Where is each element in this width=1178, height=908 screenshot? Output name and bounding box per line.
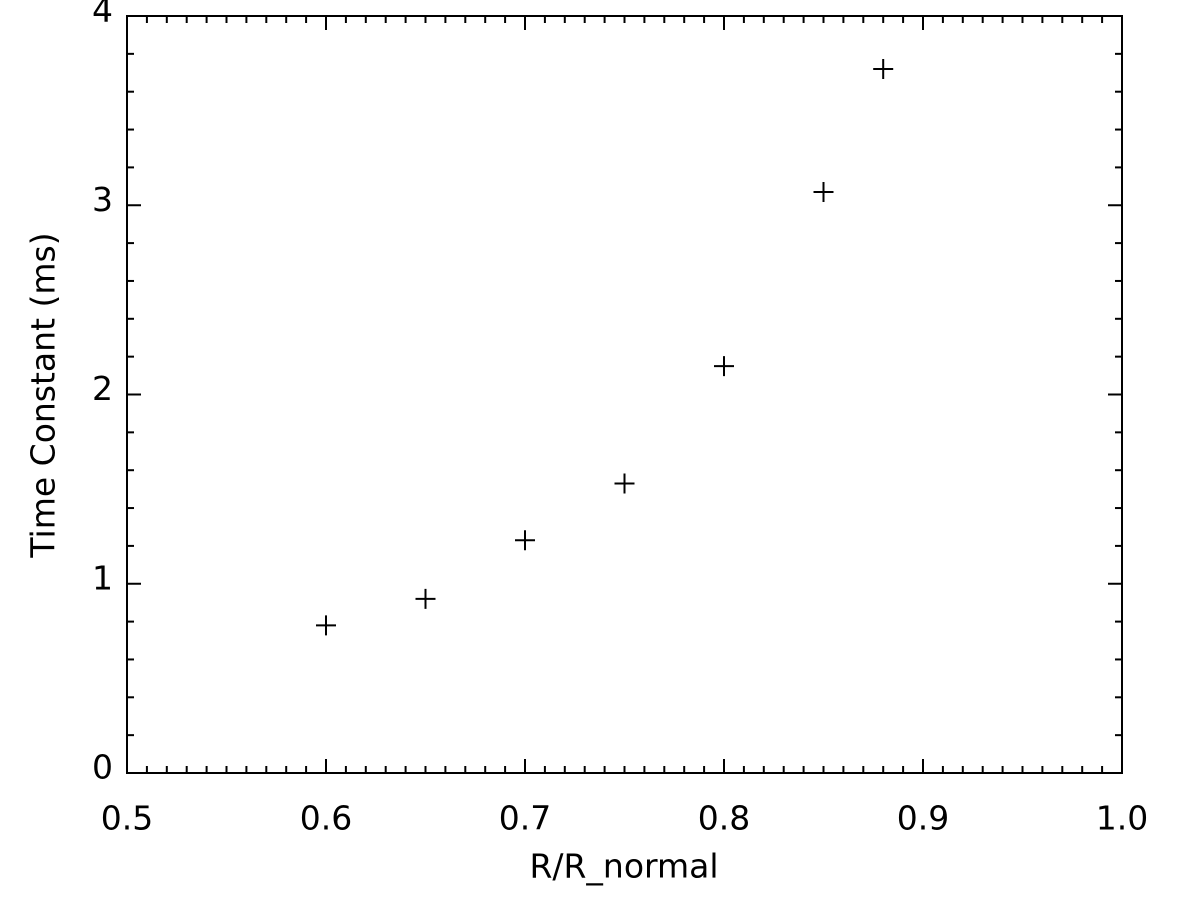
x-tick-label: 0.7 [499, 799, 551, 838]
x-tick-label: 0.9 [897, 799, 949, 838]
point [813, 182, 834, 203]
y-axis-title: Time Constant (ms) [24, 232, 63, 558]
y-tick-label: 1 [92, 558, 113, 597]
x-axis-title: R/R_normal [529, 847, 718, 886]
y-tick-label: 2 [92, 369, 113, 408]
plot-frame [126, 15, 1123, 774]
point [873, 58, 894, 79]
x-tick-label: 1.0 [1096, 799, 1148, 838]
y-tick-label: 4 [92, 0, 113, 30]
point [316, 615, 336, 636]
point [614, 473, 635, 494]
point [515, 530, 535, 551]
x-tick-label: 0.6 [300, 799, 352, 838]
x-tick-label: 0.8 [698, 799, 750, 838]
y-tick-label: 3 [92, 180, 113, 219]
x-tick-label: 0.5 [101, 799, 153, 838]
y-tick-label: 0 [92, 748, 113, 787]
point [415, 588, 436, 609]
point [714, 356, 734, 377]
